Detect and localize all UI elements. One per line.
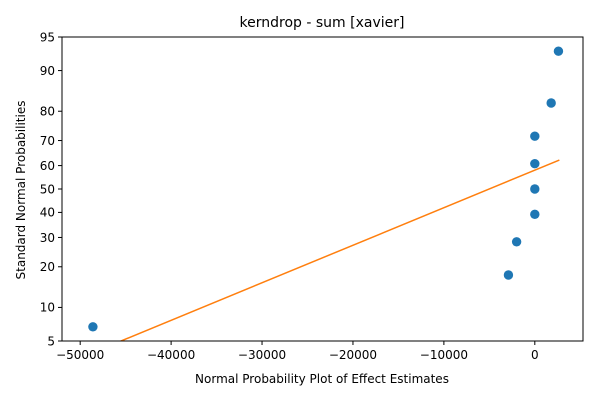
y-tick-label: 30 bbox=[40, 231, 55, 245]
data-point bbox=[530, 158, 540, 169]
plot-frame bbox=[61, 36, 584, 342]
data-point bbox=[530, 131, 540, 141]
y-tick-label: 90 bbox=[40, 64, 55, 78]
data-point bbox=[503, 270, 514, 280]
y-tick-label: 20 bbox=[40, 260, 55, 274]
x-tick-label: 0 bbox=[531, 348, 539, 362]
x-tick-label: −30000 bbox=[238, 348, 286, 362]
y-tick-label: 70 bbox=[40, 134, 55, 148]
data-point bbox=[530, 184, 540, 194]
chart-title: kerndrop - sum [xavier] bbox=[240, 15, 405, 31]
y-axis-label: Standard Normal Probabilities bbox=[14, 101, 28, 280]
data-point bbox=[546, 98, 556, 108]
y-tick-label: 50 bbox=[40, 182, 55, 196]
x-tick-label: −10000 bbox=[420, 348, 468, 362]
axes: −50000 −40000 −30000 −20000 −10000 0 5 10 20 30 40… bbox=[40, 30, 584, 362]
y-tick-label: 60 bbox=[40, 159, 55, 173]
x-tick-label: −50000 bbox=[56, 348, 104, 362]
data-point bbox=[88, 322, 98, 332]
fit-line bbox=[119, 159, 560, 341]
y-tick-label: 5 bbox=[47, 334, 55, 348]
data-point bbox=[530, 209, 540, 220]
y-tick-label: 10 bbox=[40, 301, 55, 315]
y-tick-label: 95 bbox=[40, 30, 55, 44]
y-tick-label: 80 bbox=[40, 105, 55, 119]
data-point bbox=[511, 237, 522, 247]
plot-area bbox=[88, 46, 564, 341]
x-tick-label: −20000 bbox=[329, 348, 377, 362]
x-axis-label: Normal Probability Plot of Effect Estima… bbox=[195, 372, 449, 386]
x-tick-label: −40000 bbox=[147, 348, 195, 362]
y-tick-label: 40 bbox=[40, 206, 55, 220]
data-point bbox=[553, 46, 564, 56]
